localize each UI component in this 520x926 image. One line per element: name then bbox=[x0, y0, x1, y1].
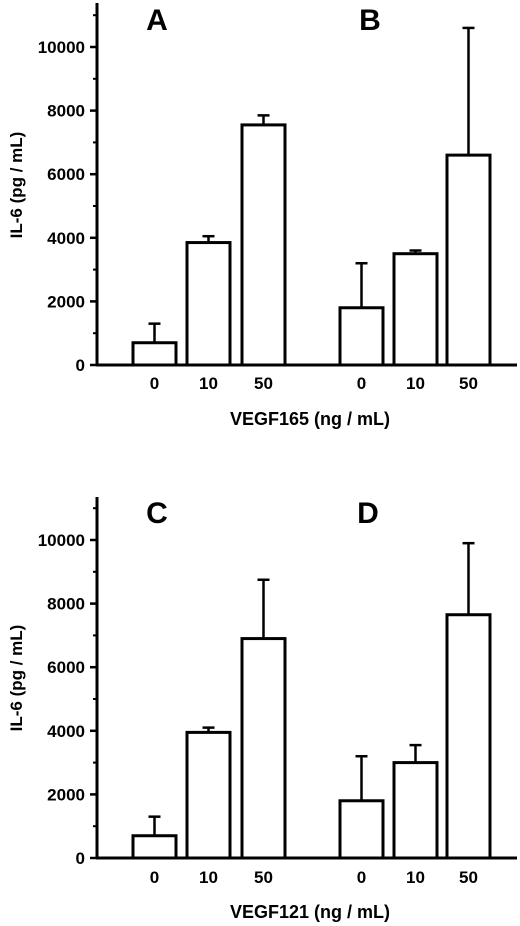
x-tick-label: 10 bbox=[199, 374, 218, 393]
bar bbox=[445, 613, 492, 860]
x-tick-label: 50 bbox=[459, 374, 478, 393]
x-tick-label: 50 bbox=[254, 374, 273, 393]
y-tick-label: 6000 bbox=[47, 658, 85, 677]
bar bbox=[131, 834, 178, 860]
x-tick-label: 0 bbox=[150, 374, 159, 393]
bar bbox=[185, 730, 232, 860]
bar bbox=[185, 241, 232, 367]
y-tick-label: 10000 bbox=[38, 38, 85, 57]
x-tick-label: 50 bbox=[254, 868, 273, 887]
y-tick-label: 8000 bbox=[47, 102, 85, 121]
x-tick-label: 10 bbox=[406, 868, 425, 887]
y-axis-label: IL-6 (pg / mL) bbox=[7, 132, 26, 239]
y-tick-label: 4000 bbox=[47, 722, 85, 741]
chart-vegf121: 0 2000 4000 6000 8000 10000 IL-6 (pg / mL) VEGF… bbox=[7, 497, 517, 922]
y-tick-label: 4000 bbox=[47, 229, 85, 248]
y-tick-label: 10000 bbox=[38, 531, 85, 550]
x-tick-label: 0 bbox=[357, 868, 366, 887]
y-tick-label: 6000 bbox=[47, 165, 85, 184]
x-tick-label: 0 bbox=[150, 868, 159, 887]
bar bbox=[392, 252, 439, 367]
y-axis-label: IL-6 (pg / mL) bbox=[7, 625, 26, 732]
bar bbox=[338, 799, 385, 860]
bar bbox=[240, 123, 287, 367]
panel-label: B bbox=[359, 4, 381, 37]
bar bbox=[240, 637, 287, 860]
panel-label: A bbox=[146, 4, 168, 37]
bar bbox=[392, 761, 439, 860]
bar bbox=[338, 306, 385, 367]
chart-vegf165: 0 2000 4000 6000 8000 10000 IL-6 (pg / mL) VEGF… bbox=[7, 3, 517, 429]
x-tick-label: 10 bbox=[406, 374, 425, 393]
bar bbox=[445, 153, 492, 367]
x-axis-label: VEGF165 (ng / mL) bbox=[230, 409, 390, 429]
bar bbox=[131, 341, 178, 367]
panel-label: D bbox=[357, 497, 379, 530]
y-tick-label: 8000 bbox=[47, 595, 85, 614]
x-tick-label: 10 bbox=[199, 868, 218, 887]
y-tick-label: 2000 bbox=[47, 292, 85, 311]
y-tick-label: 2000 bbox=[47, 785, 85, 804]
x-axis-label: VEGF121 (ng / mL) bbox=[230, 902, 390, 922]
x-tick-label: 0 bbox=[357, 374, 366, 393]
y-tick-label: 0 bbox=[76, 356, 85, 375]
y-tick-label: 0 bbox=[76, 849, 85, 868]
panel-label: C bbox=[146, 497, 168, 530]
x-tick-label: 50 bbox=[459, 868, 478, 887]
